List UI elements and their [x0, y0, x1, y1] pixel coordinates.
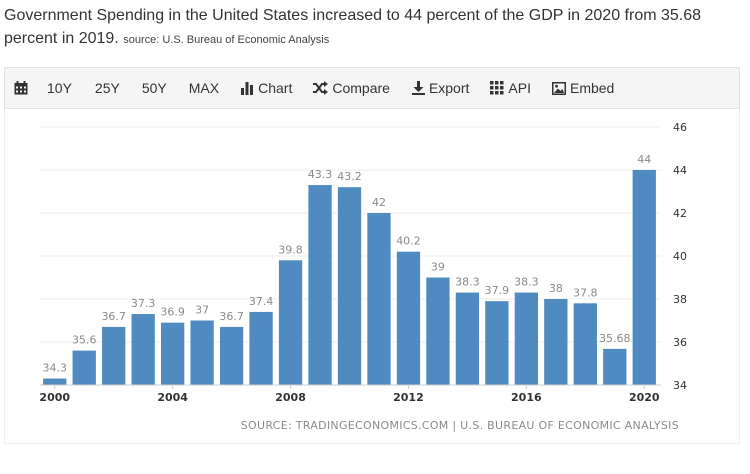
bar-chart-icon [241, 82, 254, 95]
y-tick-label: 38 [673, 293, 687, 306]
bar-value-label: 38 [549, 282, 563, 295]
download-icon [411, 81, 425, 95]
x-tick-label: 2000 [39, 391, 70, 404]
bar-2014[interactable] [455, 292, 480, 385]
bar-2008[interactable] [278, 260, 303, 385]
range-25y-button[interactable]: 25Y [94, 80, 120, 96]
bar-2018[interactable] [573, 303, 597, 385]
bar-value-label: 35.68 [599, 332, 631, 345]
range-50y-button[interactable]: 50Y [141, 80, 167, 96]
bar-2020[interactable] [632, 170, 656, 385]
bar-2017[interactable] [544, 299, 568, 385]
y-tick-label: 36 [673, 336, 687, 349]
bar-value-label: 44 [637, 153, 651, 166]
chart-panel: 34.3 35.6 36.7 37.3 36.9 37 36.7 37.4 39.8 43.3 43… [4, 109, 740, 444]
bar-chart: 34.3 35.6 36.7 37.3 36.9 37 36.7 37.4 39.8 43.3 43… [39, 121, 687, 432]
bar-value-label: 37.9 [485, 284, 510, 297]
bar-value-label: 43.3 [308, 168, 333, 181]
bar-2002[interactable] [102, 326, 126, 385]
bar-2006[interactable] [219, 326, 244, 385]
y-tick-label: 40 [673, 250, 687, 263]
compare-label: Compare [332, 80, 390, 96]
bar-value-label: 35.6 [72, 334, 97, 347]
chart-headline: Government Spending in the United States… [4, 4, 746, 52]
bar-value-label: 37 [195, 304, 209, 317]
embed-label: Embed [569, 80, 615, 96]
range-max-button[interactable]: MAX [188, 80, 220, 96]
bar-value-label: 34.3 [42, 362, 67, 375]
bar-2012[interactable] [396, 251, 421, 385]
headline-text: Government Spending in the United States… [4, 7, 702, 47]
bar-value-label: 43.2 [337, 170, 362, 183]
y-tick-label: 44 [673, 164, 687, 177]
y-tick-label: 42 [673, 207, 687, 220]
bar-2015[interactable] [485, 301, 509, 385]
bar-value-label: 42 [372, 196, 386, 209]
bar-2016[interactable] [514, 292, 539, 385]
api-button[interactable]: API [490, 80, 531, 96]
embed-button[interactable]: Embed [551, 80, 615, 96]
bar-value-label: 37.4 [249, 295, 274, 308]
export-label: Export [428, 80, 470, 96]
y-tick-label: 46 [673, 121, 687, 134]
x-tick-label: 2016 [511, 391, 542, 404]
x-tick-label: 2008 [275, 391, 306, 404]
compare-button[interactable]: Compare [312, 80, 390, 96]
bar-2019[interactable] [603, 348, 627, 385]
bar-value-label: 37.8 [573, 286, 598, 299]
bar-2010[interactable] [337, 187, 362, 385]
y-tick-label: 34 [673, 379, 687, 392]
bar-2007[interactable] [249, 311, 273, 385]
chart-type-label: Chart [258, 80, 293, 96]
bar-value-label: 38.3 [455, 276, 480, 289]
bar-2000[interactable] [43, 378, 67, 385]
bar-value-label: 39 [431, 261, 445, 274]
x-tick-label: 2012 [393, 391, 424, 404]
bar-2001[interactable] [72, 350, 96, 385]
bar-2011[interactable] [367, 213, 391, 385]
bar-value-label: 40.2 [396, 235, 421, 248]
bar-2004[interactable] [160, 322, 185, 385]
image-icon [551, 81, 566, 95]
bar-value-label: 36.7 [101, 310, 126, 323]
chart-toolbar: 10Y 25Y 50Y MAX Chart Compare [4, 67, 740, 109]
headline-source: source: U.S. Bureau of Economic Analysis [123, 34, 330, 46]
bar-value-label: 38.3 [514, 276, 539, 289]
range-10y-button[interactable]: 10Y [47, 80, 72, 96]
bar-2009[interactable] [308, 185, 332, 385]
bar-value-label: 36.9 [160, 306, 185, 319]
bar-value-label: 39.8 [278, 243, 303, 256]
chart-footer-source: SOURCE: TRADINGECONOMICS.COM | U.S. BURE… [241, 419, 679, 432]
x-tick-label: 2004 [157, 391, 188, 404]
api-label: API [508, 80, 531, 96]
bar-2003[interactable] [131, 314, 155, 385]
bar-value-label: 37.3 [131, 297, 156, 310]
x-tick-label: 2020 [629, 391, 660, 404]
bar-value-label: 36.7 [219, 310, 244, 323]
shuffle-icon [313, 81, 329, 95]
grid-icon [490, 81, 504, 95]
bar-2013[interactable] [426, 277, 450, 386]
bar-2005[interactable] [190, 320, 214, 386]
calendar-button[interactable] [14, 81, 28, 95]
chart-type-button[interactable]: Chart [240, 80, 292, 96]
calendar-icon [14, 81, 28, 95]
export-button[interactable]: Export [411, 80, 470, 96]
